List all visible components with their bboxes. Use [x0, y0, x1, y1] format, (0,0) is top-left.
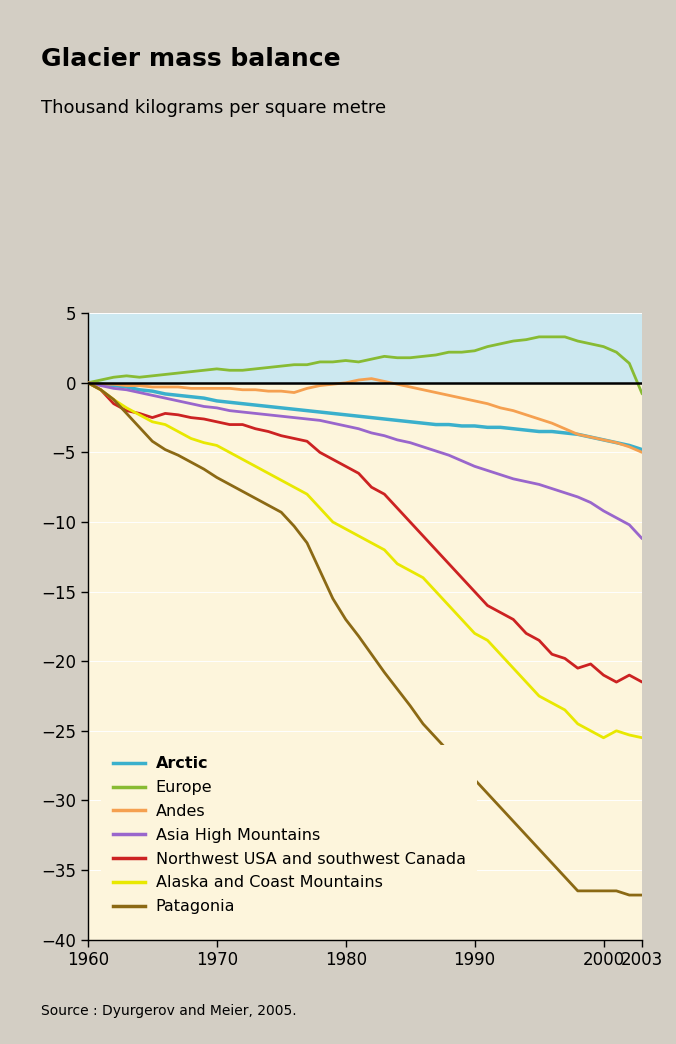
Legend: Arctic, Europe, Andes, Asia High Mountains, Northwest USA and southwest Canada, : Arctic, Europe, Andes, Asia High Mountai…	[101, 745, 477, 925]
Bar	[88, 383, 642, 940]
Bar	[88, 313, 642, 383]
Text: Glacier mass balance: Glacier mass balance	[41, 47, 340, 71]
Text: Source : Dyurgerov and Meier, 2005.: Source : Dyurgerov and Meier, 2005.	[41, 1004, 296, 1018]
Text: Thousand kilograms per square metre: Thousand kilograms per square metre	[41, 99, 386, 117]
